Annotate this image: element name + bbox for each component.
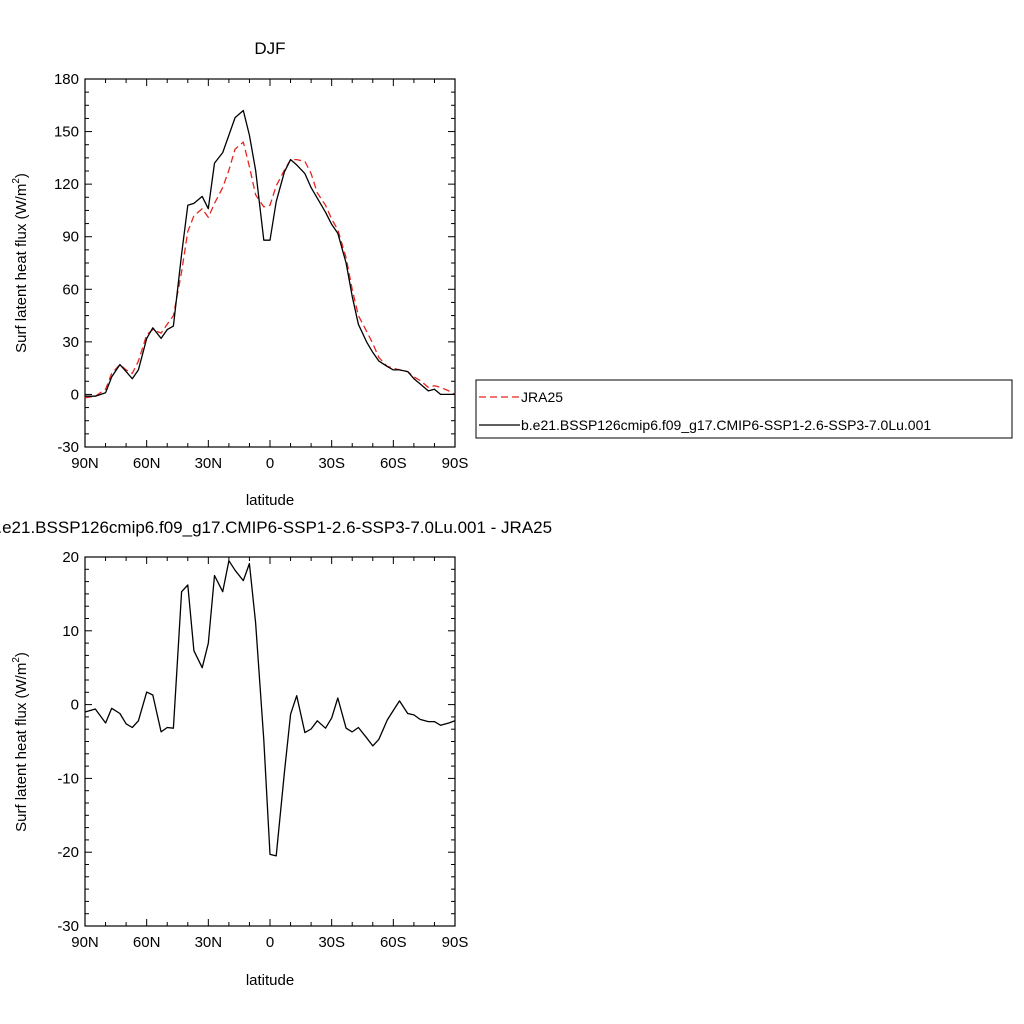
y-tick-label: 0 bbox=[71, 386, 79, 403]
y-tick-label: -10 bbox=[57, 770, 79, 787]
x-tick-label: 0 bbox=[266, 455, 274, 472]
x-tick-label: 90N bbox=[71, 934, 99, 951]
legend: JRA25 b.e21.BSSP126cmip6.f09_g17.CMIP6-S… bbox=[475, 379, 1013, 439]
legend-label-model: b.e21.BSSP126cmip6.f09_g17.CMIP6-SSP1-2.… bbox=[521, 417, 931, 433]
x-tick-label: 60N bbox=[133, 934, 161, 951]
chart-title: DJF bbox=[254, 39, 285, 58]
series-group bbox=[84, 560, 456, 857]
x-tick-label: 90N bbox=[71, 455, 99, 472]
y-axis: -30 -20 -10 0 10 20 bbox=[57, 549, 455, 935]
y-tick-label: 0 bbox=[71, 697, 79, 714]
x-tick-label: 90S bbox=[442, 455, 469, 472]
y-axis-title: Surf latent heat flux (W/m2) bbox=[11, 173, 30, 353]
y-tick-label: 20 bbox=[62, 549, 79, 566]
series-line-difference bbox=[84, 560, 456, 857]
x-tick-label: 30N bbox=[195, 934, 223, 951]
x-tick-label: 60S bbox=[380, 455, 407, 472]
x-axis: 90N 60N 30N 0 30S 60S 90S bbox=[71, 557, 468, 951]
y-tick-label: -30 bbox=[57, 918, 79, 935]
y-tick-label: -20 bbox=[57, 844, 79, 861]
series-group bbox=[84, 109, 456, 399]
y-axis: -30 0 30 60 90 120 150 180 bbox=[54, 71, 455, 456]
legend-label-jra25: JRA25 bbox=[521, 389, 563, 405]
y-tick-label: 30 bbox=[62, 334, 79, 351]
y-tick-label: 60 bbox=[62, 281, 79, 298]
x-tick-label: 60S bbox=[380, 934, 407, 951]
y-tick-label: 10 bbox=[62, 623, 79, 640]
x-tick-label: 90S bbox=[442, 934, 469, 951]
chart-bottom: b.e21.BSSP126cmip6.f09_g17.CMIP6-SSP1-2.… bbox=[0, 518, 552, 989]
y-tick-label: 150 bbox=[54, 124, 79, 141]
x-axis-title: latitude bbox=[246, 972, 294, 989]
chart-title: b.e21.BSSP126cmip6.f09_g17.CMIP6-SSP1-2.… bbox=[0, 518, 552, 537]
x-tick-label: 30S bbox=[318, 934, 345, 951]
x-tick-label: 60N bbox=[133, 455, 161, 472]
y-axis-title: Surf latent heat flux (W/m2) bbox=[11, 652, 30, 832]
plot-frame bbox=[84, 556, 456, 927]
x-axis: 90N 60N 30N 0 30S 60S 90S bbox=[71, 79, 468, 472]
y-tick-label: 120 bbox=[54, 176, 79, 193]
series-line-model bbox=[85, 109, 455, 397]
x-tick-label: 30S bbox=[318, 455, 345, 472]
x-tick-label: 0 bbox=[266, 934, 274, 951]
plot-frame bbox=[84, 78, 456, 448]
y-tick-label: -30 bbox=[57, 439, 79, 456]
chart-top: DJF -30 0 30 60 90 120 150 180 90N 60N 30N 0 30S 60S… bbox=[11, 39, 468, 509]
legend-box bbox=[475, 379, 1013, 439]
x-axis-title: latitude bbox=[246, 492, 294, 509]
y-tick-label: 90 bbox=[62, 229, 79, 246]
y-tick-label: 180 bbox=[54, 71, 79, 88]
x-tick-label: 30N bbox=[195, 455, 223, 472]
